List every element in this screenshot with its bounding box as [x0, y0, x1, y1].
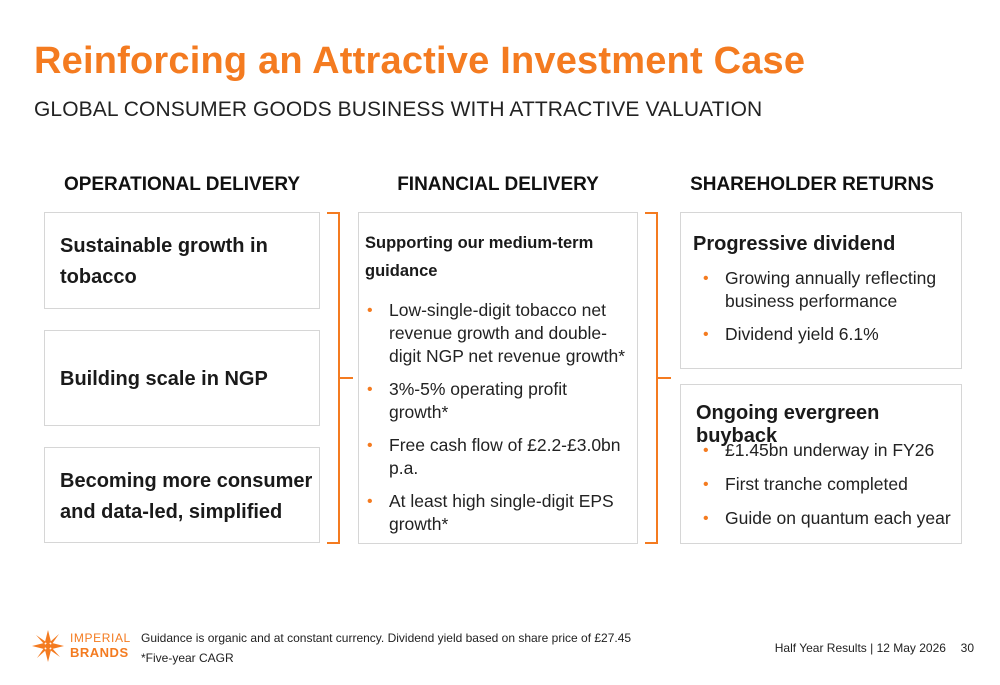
sunburst-logo-icon	[32, 630, 64, 662]
footnote-cagr: *Five-year CAGR	[141, 651, 234, 665]
financial-box-title-line2: guidance	[365, 262, 438, 280]
financial-bullet: At least high single-digit EPS growth*	[365, 490, 629, 536]
bracket-financial	[645, 212, 671, 544]
buyback-bullet: First tranche completed	[701, 473, 951, 496]
dividend-bullet: Dividend yield 6.1%	[701, 323, 951, 346]
buyback-bullet: £1.45bn underway in FY26	[701, 439, 951, 462]
financial-bullet: Low-single-digit tobacco net revenue gro…	[365, 299, 629, 368]
financial-box: Supporting our medium-term guidance Low-…	[358, 212, 638, 544]
financial-bullets: Low-single-digit tobacco net revenue gro…	[365, 299, 629, 536]
financial-bullet: Free cash flow of £2.2-£3.0bn p.a.	[365, 434, 629, 480]
operational-box-consumer: Becoming more consumer and data-led, sim…	[44, 447, 320, 543]
footer-event-page: Half Year Results | 12 May 2026 30	[775, 641, 974, 655]
heading-financial-delivery: FINANCIAL DELIVERY	[397, 174, 599, 195]
page-number: 30	[960, 641, 974, 655]
dividend-title: Progressive dividend	[693, 233, 896, 255]
logo-text-brands: BRANDS	[70, 645, 129, 660]
dividend-bullet: Growing annually reflecting business per…	[701, 267, 951, 313]
operational-box-tobacco-line1: Sustainable growth in	[60, 235, 268, 257]
operational-box-consumer-line2: and data-led, simplified	[60, 501, 283, 523]
footer-event: Half Year Results | 12 May 2026	[774, 641, 946, 655]
operational-box-ngp-text: Building scale in NGP	[60, 368, 268, 390]
operational-box-tobacco-line2: tobacco	[60, 266, 137, 288]
operational-box-consumer-line1: Becoming more consumer	[60, 470, 313, 492]
dividend-box: Progressive dividend Growing annually re…	[680, 212, 962, 369]
heading-shareholder-returns: SHAREHOLDER RETURNS	[690, 174, 934, 195]
dividend-bullets: Growing annually reflecting business per…	[701, 267, 951, 346]
imperial-brands-logo: IMPERIAL BRANDS	[30, 624, 130, 668]
buyback-bullet: Guide on quantum each year	[701, 507, 951, 530]
financial-bullet: 3%-5% operating profit growth*	[365, 378, 629, 424]
page-subtitle: GLOBAL CONSUMER GOODS BUSINESS WITH ATTR…	[34, 98, 763, 121]
page-title: Reinforcing an Attractive Investment Cas…	[34, 40, 806, 82]
footnote-guidance: Guidance is organic and at constant curr…	[141, 631, 632, 645]
operational-box-tobacco: Sustainable growth in tobacco	[44, 212, 320, 309]
bracket-operational	[327, 212, 353, 544]
buyback-bullets: £1.45bn underway in FY26 First tranche c…	[701, 439, 951, 530]
logo-text-imperial: IMPERIAL	[70, 631, 131, 645]
heading-operational-delivery: OPERATIONAL DELIVERY	[63, 174, 301, 195]
buyback-box: Ongoing evergreen buyback £1.45bn underw…	[680, 384, 962, 544]
financial-box-title-line1: Supporting our medium-term	[365, 234, 594, 252]
operational-box-ngp: Building scale in NGP	[44, 330, 320, 426]
